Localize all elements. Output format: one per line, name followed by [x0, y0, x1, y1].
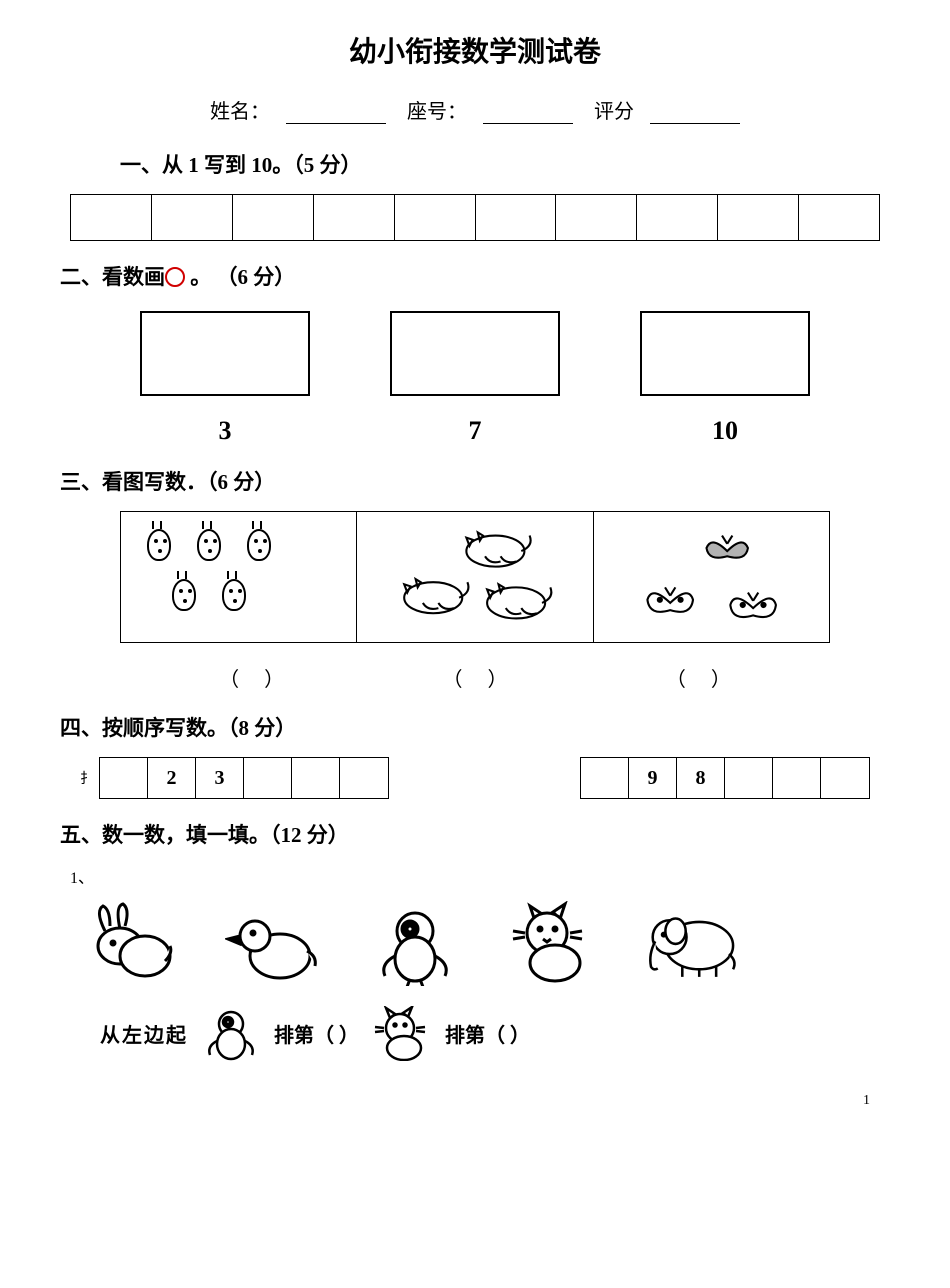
rank-label-2[interactable]: 排第（ ） — [445, 1019, 530, 1048]
animal-cat — [500, 898, 610, 988]
draw-box-item: 10 — [640, 311, 810, 446]
sub-number: 1、 — [70, 864, 890, 888]
page-number: 1 — [60, 1093, 890, 1109]
draw-box[interactable] — [390, 311, 560, 396]
picture-cell-ladybugs — [121, 512, 357, 642]
seq-cell[interactable] — [581, 758, 629, 798]
section-4-heading: 四、按顺序写数。（8 分） — [60, 712, 890, 742]
answer-paren[interactable]: （ ） — [219, 663, 284, 692]
cats-image — [365, 520, 584, 634]
seq-cell: 9 — [629, 758, 677, 798]
grid-cell[interactable] — [476, 195, 557, 240]
from-left-label: 从左边起 — [100, 1019, 188, 1048]
student-info-row: 姓名： 座号： 评分 — [60, 95, 890, 124]
butterflies-image — [602, 520, 821, 634]
rank-label-1[interactable]: 排第（ ） — [274, 1019, 359, 1048]
draw-box-item: 3 — [140, 311, 310, 446]
draw-box-item: 7 — [390, 311, 560, 446]
seq-cell[interactable] — [773, 758, 821, 798]
circle-icon — [165, 267, 185, 287]
seq-cell[interactable] — [340, 758, 388, 798]
name-label: 姓名： — [210, 101, 270, 123]
section-4-sequences: 扌 2 3 9 8 — [80, 757, 870, 799]
animal-bird — [360, 898, 470, 988]
animal-elephant — [640, 898, 750, 988]
small-cat-icon — [367, 1003, 437, 1063]
score-blank[interactable] — [650, 104, 740, 124]
picture-cell-butterflies — [594, 512, 829, 642]
picture-table — [120, 511, 830, 643]
count-question-row: 从左边起 排第（ ） 排第（ ） — [100, 1003, 850, 1063]
answer-paren[interactable]: （ ） — [442, 663, 507, 692]
animal-rabbit — [80, 898, 190, 988]
seq-cell[interactable] — [725, 758, 773, 798]
grid-cell[interactable] — [152, 195, 233, 240]
seat-blank[interactable] — [483, 104, 573, 124]
animal-duck — [220, 898, 330, 988]
s2-prefix: 二、看数画 — [60, 265, 165, 289]
grid-cell[interactable] — [71, 195, 152, 240]
section-5-heading: 五、数一数，填一填。（12 分） — [60, 819, 890, 849]
draw-box[interactable] — [140, 311, 310, 396]
grid-cell[interactable] — [799, 195, 879, 240]
seq-cell: 3 — [196, 758, 244, 798]
draw-box[interactable] — [640, 311, 810, 396]
grid-cell[interactable] — [718, 195, 799, 240]
seq-cell[interactable] — [244, 758, 292, 798]
grid-cell[interactable] — [314, 195, 395, 240]
seq-cell: 8 — [677, 758, 725, 798]
animals-row — [80, 898, 870, 988]
picture-cell-cats — [357, 512, 593, 642]
section-3-answers: （ ） （ ） （ ） — [140, 663, 810, 692]
box-number: 3 — [140, 416, 310, 446]
seq-cell[interactable] — [292, 758, 340, 798]
ladybugs-image — [129, 520, 348, 634]
section-2-boxes: 3 7 10 — [100, 311, 850, 446]
seq-cell[interactable] — [100, 758, 148, 798]
seq-cell: 2 — [148, 758, 196, 798]
sequence-grid-2: 9 8 — [580, 757, 870, 799]
box-number: 10 — [640, 416, 810, 446]
box-number: 7 — [390, 416, 560, 446]
seat-label: 座号： — [407, 101, 467, 123]
section-2-heading: 二、看数画 。 （6 分） — [60, 261, 890, 291]
section-3-heading: 三、看图写数．（6 分） — [60, 466, 890, 496]
exam-title: 幼小衔接数学测试卷 — [60, 30, 890, 70]
sequence-grid-1: 2 3 — [99, 757, 389, 799]
s2-suffix: 。 （6 分） — [185, 265, 295, 289]
name-blank[interactable] — [286, 104, 386, 124]
score-label: 评分 — [594, 101, 634, 123]
grid-cell[interactable] — [233, 195, 314, 240]
seq-marker: 扌 — [80, 768, 94, 788]
small-bird-icon — [196, 1003, 266, 1063]
section-1-grid — [70, 194, 880, 241]
section-1-heading: 一、从 1 写到 10。（5 分） — [120, 149, 890, 179]
grid-cell[interactable] — [395, 195, 476, 240]
grid-cell[interactable] — [637, 195, 718, 240]
grid-cell[interactable] — [556, 195, 637, 240]
seq-cell[interactable] — [821, 758, 869, 798]
answer-paren[interactable]: （ ） — [666, 663, 731, 692]
